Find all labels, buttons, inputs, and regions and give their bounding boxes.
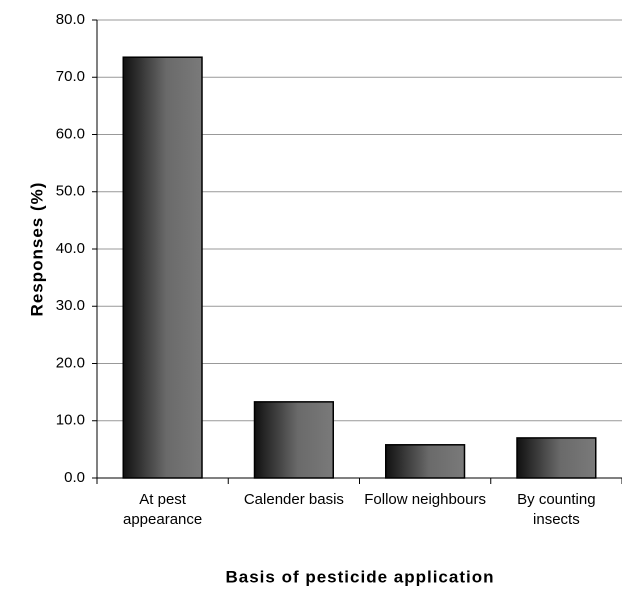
x-axis-title: Basis of pesticide application (225, 567, 494, 586)
y-tick-label: 30.0 (56, 297, 85, 314)
y-tick-label: 40.0 (56, 240, 85, 257)
y-tick-label: 60.0 (56, 125, 85, 142)
y-tick-label: 80.0 (56, 11, 85, 28)
y-tick-label: 0.0 (64, 469, 85, 486)
y-tick-label: 50.0 (56, 183, 85, 200)
x-tick-label: At pest appearance (123, 491, 203, 528)
x-tick-label: Follow neighbours (364, 491, 486, 508)
bar (516, 437, 597, 479)
y-tick-label: 20.0 (56, 354, 85, 371)
bar (122, 56, 203, 479)
y-tick-label: 70.0 (56, 68, 85, 85)
x-tick-label: By counting insects (517, 491, 596, 528)
bar (385, 444, 466, 479)
x-tick-label: Calender basis (243, 491, 344, 508)
y-axis-title: Responses (%) (27, 182, 46, 317)
bar (253, 401, 334, 479)
y-tick-label: 10.0 (56, 412, 85, 429)
